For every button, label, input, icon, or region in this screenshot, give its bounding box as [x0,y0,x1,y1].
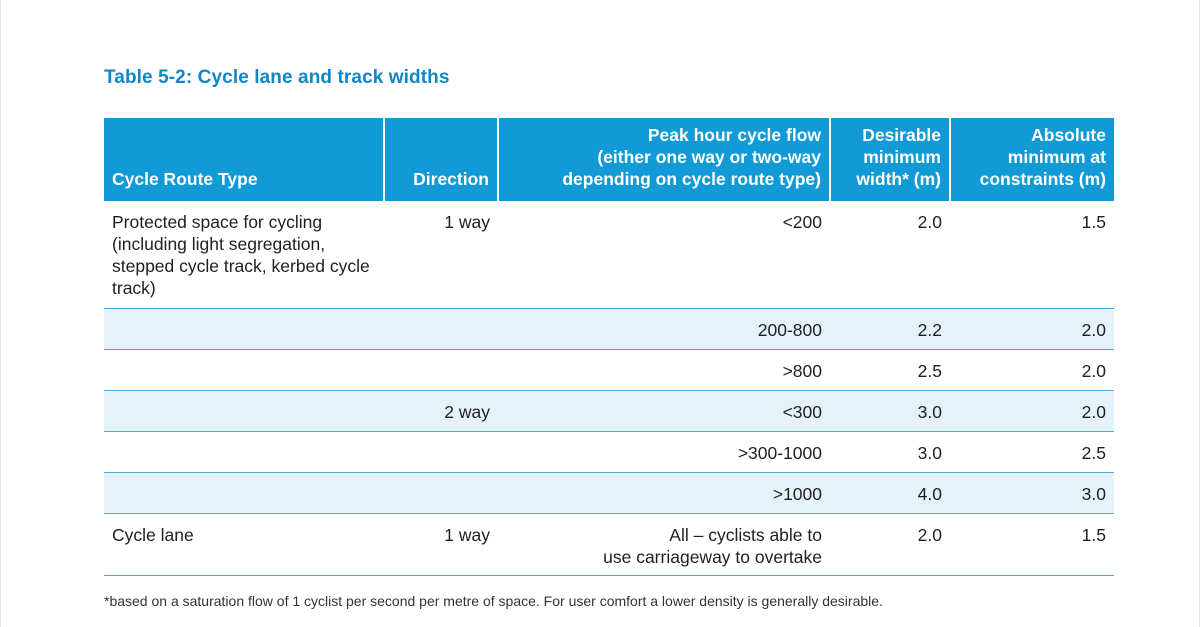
cell-desirable: 2.2 [830,308,950,350]
table-footnote: *based on a saturation flow of 1 cyclist… [104,593,883,609]
cell-direction: 2 way [384,390,498,432]
table-row: >1000 4.0 3.0 [104,472,1114,514]
cell-absolute: 1.5 [950,201,1114,309]
cell-desirable: 3.0 [830,431,950,473]
cell-route-type [104,308,384,350]
cell-desirable: 3.0 [830,390,950,432]
table-row: >800 2.5 2.0 [104,349,1114,391]
table-row: 200-800 2.2 2.0 [104,308,1114,350]
cell-flow: >1000 [498,472,830,514]
cell-desirable: 4.0 [830,472,950,514]
cell-flow: All – cyclists able to use carriageway t… [498,513,830,576]
cell-absolute: 2.5 [950,431,1114,473]
table-row: Protected space for cycling (including l… [104,201,1114,309]
cell-absolute: 3.0 [950,472,1114,514]
cycle-widths-table: Cycle Route Type Direction Peak hour cyc… [104,118,1114,576]
cell-route-type [104,472,384,514]
cell-route-type: Cycle lane [104,513,384,576]
cell-direction: 1 way [384,513,498,576]
header-desirable-width: Desirable minimum width* (m) [829,118,950,201]
cell-absolute: 1.5 [950,513,1114,576]
cell-direction [384,308,498,350]
table-header-row: Cycle Route Type Direction Peak hour cyc… [104,118,1114,201]
cell-route-type [104,390,384,432]
cell-direction: 1 way [384,201,498,309]
cell-absolute: 2.0 [950,308,1114,350]
header-route-type: Cycle Route Type [104,118,384,201]
cell-desirable: 2.5 [830,349,950,391]
cell-flow: <300 [498,390,830,432]
table-title: Table 5-2: Cycle lane and track widths [104,67,450,88]
cell-route-type [104,431,384,473]
table-row: >300-1000 3.0 2.5 [104,431,1114,473]
table-row: Cycle lane 1 way All – cyclists able to … [104,513,1114,576]
cell-route-type [104,349,384,391]
header-peak-flow: Peak hour cycle flow (either one way or … [497,118,830,201]
header-absolute-width: Absolute minimum at constraints (m) [949,118,1114,201]
cell-flow: >300-1000 [498,431,830,473]
cell-absolute: 2.0 [950,349,1114,391]
cell-flow: <200 [498,201,830,309]
cell-desirable: 2.0 [830,513,950,576]
cell-route-type: Protected space for cycling (including l… [104,201,384,309]
cell-desirable: 2.0 [830,201,950,309]
cell-direction [384,431,498,473]
cell-direction [384,472,498,514]
cell-direction [384,349,498,391]
cell-absolute: 2.0 [950,390,1114,432]
cell-flow: 200-800 [498,308,830,350]
table-row: 2 way <300 3.0 2.0 [104,390,1114,432]
cell-flow: >800 [498,349,830,391]
header-direction: Direction [383,118,498,201]
